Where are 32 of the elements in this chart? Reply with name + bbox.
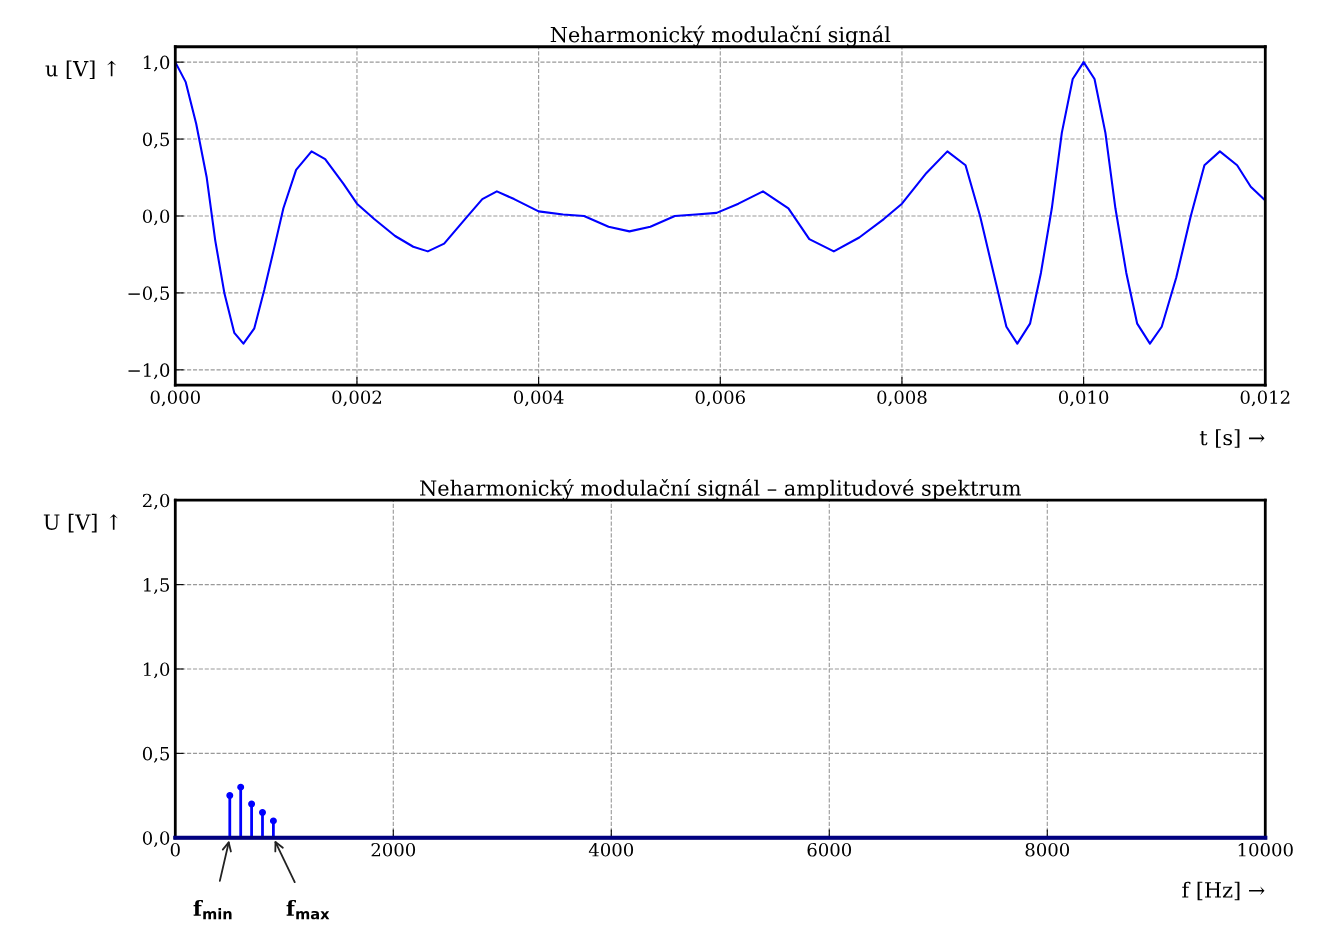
- x-tick-label: 0,010: [1058, 390, 1109, 407]
- y-tick-label: 1,0: [143, 55, 170, 72]
- y-tick-label: 1,5: [143, 578, 170, 594]
- y-axis-title: U [V] ↑: [43, 513, 118, 533]
- x-tick-label: 4000: [588, 842, 634, 857]
- x-tick-label: 2000: [371, 842, 416, 857]
- y-axis-title: u [V] ↑: [45, 60, 116, 80]
- x-tick-label: 0,002: [332, 390, 382, 407]
- line-series: [175, 61, 1266, 345]
- y-tick-label: 0,0: [142, 831, 170, 848]
- text: f$_{min}$: [193, 899, 232, 920]
- x-tick-label: 8000: [1025, 842, 1070, 857]
- y-tick-label: −0,5: [128, 286, 170, 303]
- x-axis-title: f [Hz] →: [1182, 881, 1265, 901]
- x-tick-label: 6000: [807, 842, 852, 857]
- y-tick-label: 0,5: [142, 132, 170, 149]
- y-tick-label: 0,0: [142, 209, 170, 226]
- x-tick-label: 0: [170, 842, 180, 857]
- x-axis-title: t [s] →: [1199, 429, 1265, 448]
- y-tick-label: 1,0: [143, 662, 170, 679]
- x-tick-label: 0,008: [877, 390, 927, 407]
- y-tick-label: 0,5: [142, 746, 170, 763]
- chart-title: Neharmonický modulační signál – amplitudové spektrum: [420, 478, 1021, 501]
- y-tick-label: 2,0: [142, 493, 170, 510]
- x-tick-label: 0,012: [1240, 390, 1290, 407]
- y-tick-label: −1,0: [128, 363, 170, 380]
- x-tick-label: 0,004: [513, 390, 564, 407]
- x-tick-label: 0,000: [150, 390, 200, 407]
- x-tick-label: 0,006: [695, 390, 745, 407]
- chart-title: Neharmonický modulační signál: [550, 25, 891, 47]
- x-tick-label: 10000: [1238, 842, 1293, 857]
- text: f$_{max}$: [286, 899, 330, 920]
